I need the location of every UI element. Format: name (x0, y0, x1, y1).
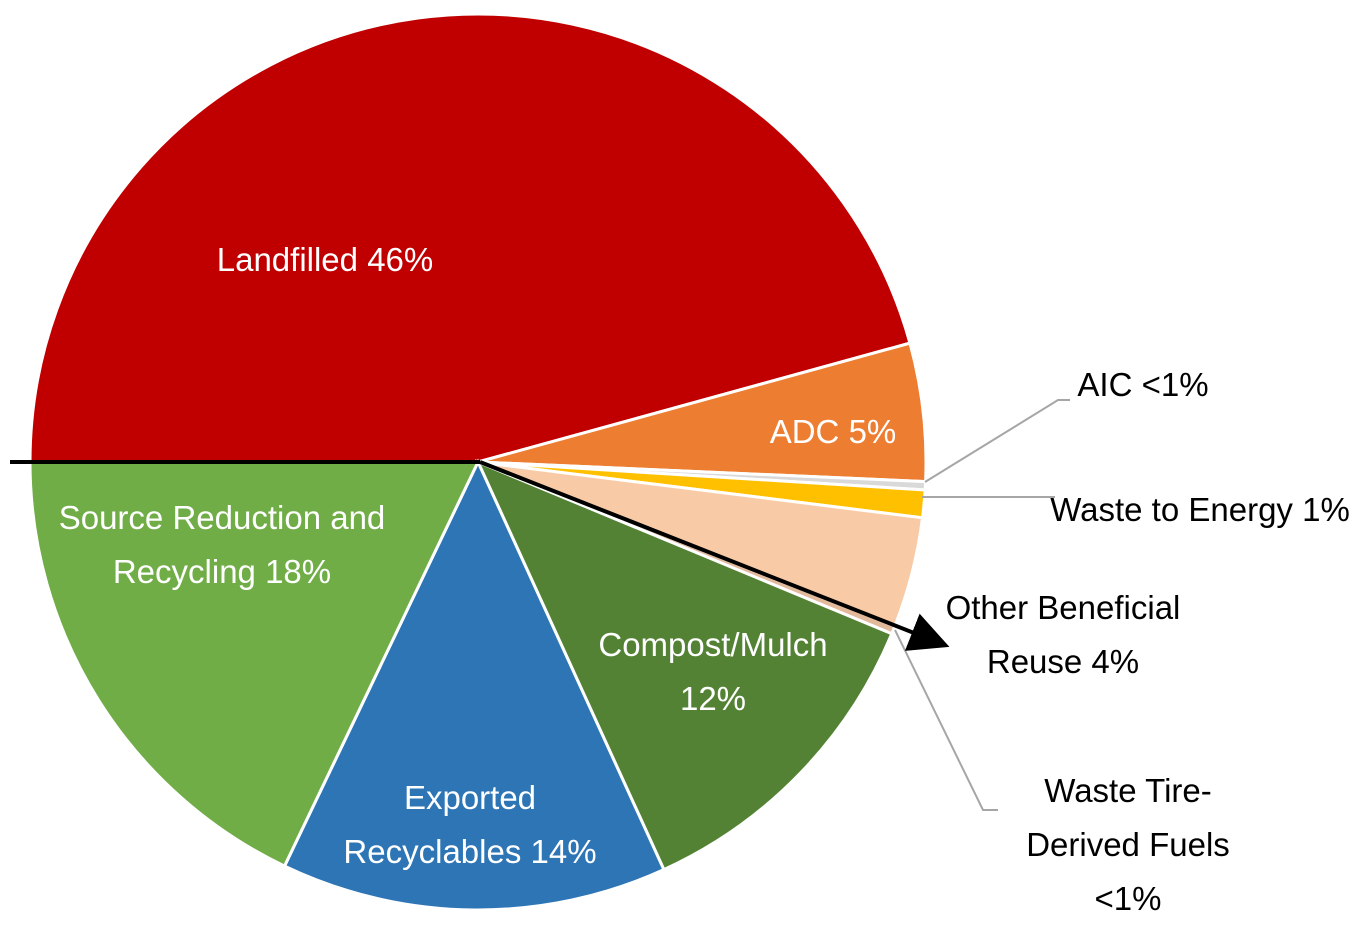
leader-lines (894, 399, 1070, 811)
slice-label: Waste Tire-Derived Fuels <1% (1003, 764, 1253, 926)
value-label: 18% (265, 553, 332, 590)
annotation-arrow (479, 460, 950, 651)
pie-slice (475, 459, 894, 872)
leader-line (894, 629, 998, 811)
slice-label: Exported Recyclables 14% (320, 771, 620, 879)
category-name: Exported Recyclables (343, 779, 537, 870)
category-name: Waste Tire-Derived Fuels (1026, 772, 1230, 863)
category-name: Waste to Energy (1050, 491, 1293, 528)
slice-label: Other Beneficial Reuse 4% (913, 581, 1213, 689)
value-label: 1% (1302, 491, 1349, 528)
slice-label: Landfilled 46% (165, 233, 485, 287)
pie-slice (28, 12, 912, 464)
pie-slice (28, 460, 481, 869)
value-label: 12% (679, 680, 747, 717)
value-label: <1% (1141, 366, 1209, 403)
slice-label: AIC <1% (1043, 358, 1243, 412)
category-name: Landfilled (216, 241, 359, 278)
slice-label: Source Reduction and Recycling 18% (52, 491, 392, 599)
leader-line (924, 399, 1070, 483)
slice-label: Compost/Mulch 12% (563, 618, 863, 726)
category-name: Compost/Mulch (598, 626, 828, 663)
value-label: 14% (530, 833, 597, 870)
slice-label: ADC 5% (733, 405, 933, 459)
pie-slice (282, 458, 666, 912)
category-name: Other Beneficial Reuse (945, 589, 1181, 680)
value-label: <1% (1094, 880, 1162, 917)
category-name: AIC (1077, 366, 1133, 403)
value-label: 46% (367, 241, 434, 278)
category-name: ADC (769, 413, 840, 450)
value-label: 4% (1091, 643, 1140, 680)
slice-label: Waste to Energy 1% (1050, 483, 1349, 537)
category-name: Source Reduction and Recycling (58, 499, 386, 590)
value-label: 5% (848, 413, 897, 450)
